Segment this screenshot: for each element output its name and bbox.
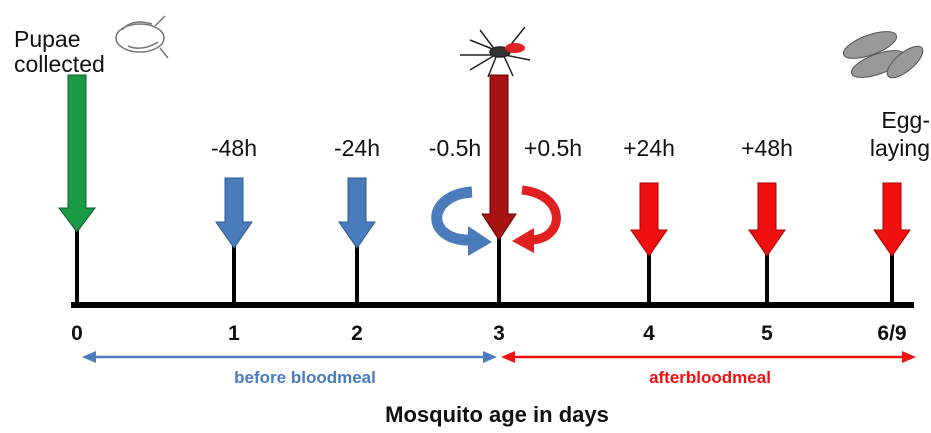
time-label: -0.5h xyxy=(429,135,481,161)
red-curved-arrow-head xyxy=(512,228,534,253)
before-range-head xyxy=(483,351,497,363)
red-arrow xyxy=(748,182,786,257)
tick-label: 6/9 xyxy=(877,322,906,345)
eggs-icon xyxy=(842,31,924,79)
tick-label: 3 xyxy=(493,322,505,345)
blue-arrow xyxy=(338,177,376,249)
blue-curved-arrow xyxy=(431,186,473,246)
egg-label: laying xyxy=(870,135,930,161)
after-range-head xyxy=(501,351,515,363)
egg-label: Egg- xyxy=(881,107,930,133)
blue-arrow xyxy=(215,177,253,249)
time-label: +24h xyxy=(623,135,675,161)
green-arrow xyxy=(58,74,96,233)
mosquito-icon xyxy=(460,26,531,78)
pupa-icon xyxy=(115,15,169,59)
after-label: afterbloodmeal xyxy=(649,368,771,387)
tick-label: 0 xyxy=(71,322,83,345)
time-label: +0.5h xyxy=(524,135,582,161)
blue-curved-arrow-head xyxy=(468,226,492,256)
time-label: -48h xyxy=(211,135,257,161)
after-range-head xyxy=(902,351,916,363)
time-label: +48h xyxy=(741,135,793,161)
time-label: -24h xyxy=(334,135,380,161)
red-arrow xyxy=(873,182,911,257)
red-curved-arrow xyxy=(521,185,561,245)
dark-red-arrow xyxy=(481,74,517,241)
pupae-label: collected xyxy=(14,51,105,77)
tick-label: 1 xyxy=(228,322,240,345)
pupae-label: Pupae xyxy=(14,26,81,52)
red-arrow xyxy=(630,182,668,257)
axis-title: Mosquito age in days xyxy=(385,402,609,427)
tick-label: 4 xyxy=(643,322,655,345)
before-label: before bloodmeal xyxy=(234,368,376,387)
tick-label: 2 xyxy=(351,322,363,345)
before-range-head xyxy=(82,351,96,363)
tick-label: 5 xyxy=(761,322,773,345)
tick-lines xyxy=(75,228,894,305)
